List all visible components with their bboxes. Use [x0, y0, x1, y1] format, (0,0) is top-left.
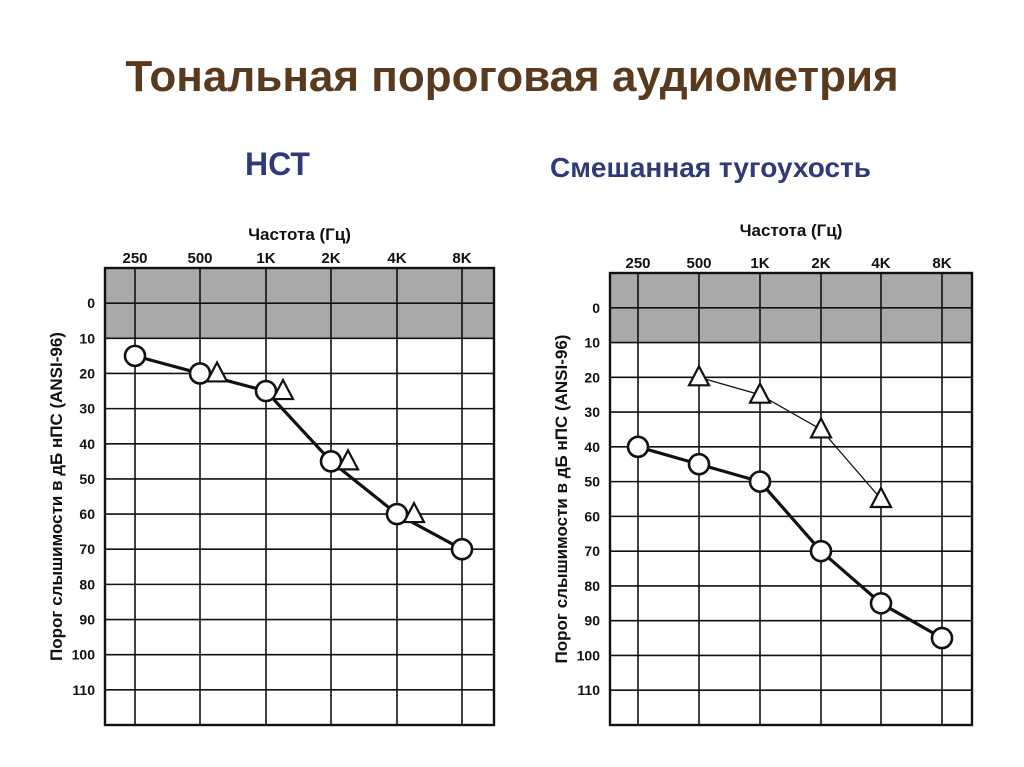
x-tick-label: 1K	[750, 255, 769, 272]
y-tick-label: 30	[79, 401, 95, 417]
x-tick-label: 250	[625, 255, 650, 272]
y-tick-label: 60	[584, 508, 600, 524]
bone-conduction-point	[271, 377, 295, 401]
x-axis-title: Частота (Гц)	[248, 225, 351, 244]
x-tick-label: 250	[122, 250, 147, 267]
y-tick-label: 0	[87, 295, 95, 311]
page-title: Тональная пороговая аудиометрия	[125, 52, 899, 101]
y-tick-label: 10	[584, 335, 600, 351]
air-conduction-point	[123, 344, 147, 368]
y-tick-label: 60	[79, 506, 95, 522]
y-tick-label: 50	[79, 471, 95, 487]
x-tick-label: 8K	[452, 250, 471, 267]
y-tick-label: 10	[79, 330, 95, 346]
x-tick-label: 4K	[871, 255, 890, 272]
y-tick-label: 100	[72, 647, 96, 663]
bone-conduction-point	[809, 416, 833, 439]
x-tick-label: 500	[686, 255, 711, 272]
y-tick-label: 90	[79, 612, 95, 628]
x-tick-label: 2K	[811, 255, 830, 272]
air-conduction-line	[637, 445, 943, 640]
y-tick-label: 110	[577, 682, 600, 698]
y-axis-title: Порог слышимости в дБ нПС (ANSI-96)	[47, 332, 66, 661]
y-tick-label: 20	[79, 365, 95, 381]
air-conduction-point	[809, 539, 833, 563]
y-tick-label: 50	[584, 474, 600, 490]
y-tick-label: 0	[592, 300, 600, 316]
y-tick-label: 80	[584, 578, 600, 594]
bone-conduction-line	[698, 376, 882, 500]
y-axis-title: Порог слышимости в дБ нПС (ANSI-96)	[552, 335, 571, 664]
y-tick-label: 40	[79, 436, 95, 452]
bone-conduction-point	[869, 485, 893, 509]
bone-conduction-point	[205, 360, 229, 383]
chart-subtitle-ncm: НСТ	[245, 146, 310, 182]
y-tick-label: 30	[584, 404, 600, 420]
air-conduction-point	[930, 626, 954, 650]
plot-frame	[103, 266, 496, 727]
chart-subtitle-mixed: Смешанная тугоухость	[550, 152, 871, 183]
bone-conduction-point	[402, 500, 426, 524]
y-tick-label: 100	[577, 647, 601, 663]
y-tick-label: 70	[584, 543, 600, 559]
bone-conduction-point	[687, 363, 711, 387]
y-tick-label: 70	[79, 541, 95, 557]
y-tick-label: 80	[79, 576, 95, 592]
y-tick-label: 90	[584, 613, 600, 629]
air-conduction-point	[748, 470, 772, 493]
air-conduction-point	[450, 537, 474, 561]
y-tick-label: 20	[584, 369, 600, 385]
air-conduction-point	[869, 592, 893, 615]
air-conduction-point	[687, 452, 711, 476]
bone-conduction-point	[748, 381, 772, 404]
x-tick-label: 500	[187, 250, 212, 267]
x-tick-label: 4K	[387, 250, 406, 267]
x-tick-label: 2K	[321, 250, 340, 267]
y-tick-label: 40	[584, 439, 600, 455]
bone-conduction-point	[336, 447, 360, 471]
x-axis-title: Частота (Гц)	[740, 221, 843, 240]
air-conduction-point	[626, 435, 650, 459]
y-tick-label: 110	[72, 682, 95, 698]
x-tick-label: 1K	[256, 250, 275, 267]
plot-frame	[608, 271, 974, 727]
x-tick-label: 8K	[932, 255, 951, 272]
